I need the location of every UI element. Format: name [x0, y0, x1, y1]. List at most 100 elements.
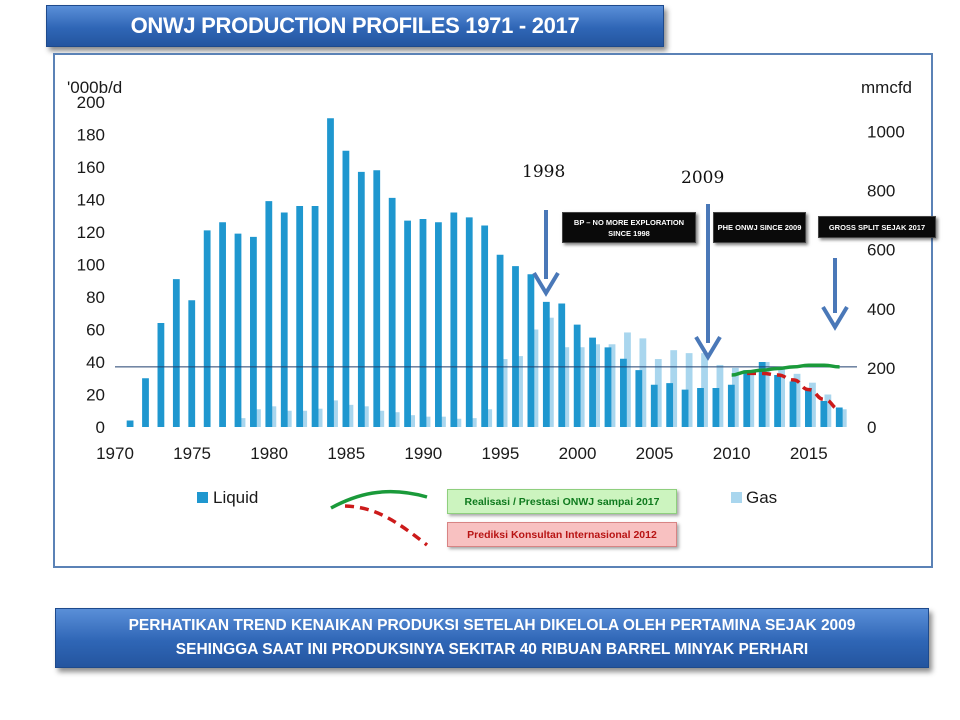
gas-bar	[747, 370, 755, 427]
right-tick-label: 800	[867, 182, 895, 201]
liquid-bar	[450, 212, 458, 427]
legend-gas-swatch	[731, 492, 742, 503]
gas-bar	[254, 409, 261, 427]
liquid-bar	[265, 201, 273, 427]
page-title: ONWJ PRODUCTION PROFILES 1971 - 2017	[46, 5, 664, 47]
right-tick-label: 1000	[867, 123, 905, 142]
x-tick-label: 1975	[173, 444, 211, 463]
left-tick-label: 0	[96, 418, 105, 437]
gas-bar	[762, 362, 770, 427]
gas-bar	[809, 382, 816, 427]
left-tick-label: 20	[86, 386, 105, 405]
gas-bar	[839, 409, 847, 427]
arrow-1998-head	[532, 271, 560, 297]
realisasi-line	[731, 363, 840, 377]
gas-bar	[793, 373, 801, 427]
left-tick-label: 200	[77, 93, 105, 112]
gas-bar	[315, 408, 323, 427]
liquid-bar	[357, 171, 365, 427]
bottom-banner-line-2: SEHINGGA SAAT INI PRODUKSINYA SEKITAR 40…	[175, 641, 809, 658]
liquid-bar	[820, 401, 828, 427]
liquid-bar	[419, 219, 427, 427]
gas-bar	[562, 347, 570, 427]
x-tick-label: 1985	[327, 444, 365, 463]
legend-prediksi: Prediksi Konsultan Internasional 2012	[447, 522, 677, 547]
legend-liquid-label: Liquid	[213, 488, 258, 507]
gas-bar	[269, 406, 277, 427]
liquid-bar	[142, 378, 149, 427]
liquid-bar	[280, 212, 288, 427]
liquid-bar	[558, 303, 566, 427]
legend-realisasi: Realisasi / Prestasi ONWJ sampai 2017	[447, 489, 677, 514]
x-tick-label: 2010	[713, 444, 751, 463]
gas-bar	[516, 356, 523, 427]
x-tick-label: 1970	[96, 444, 134, 463]
liquid-bar	[327, 118, 334, 427]
liquid-bar	[743, 370, 751, 427]
x-tick-label: 2005	[636, 444, 674, 463]
liquid-bar	[188, 300, 196, 427]
right-tick-label: 0	[867, 418, 876, 437]
liquid-bar	[635, 370, 643, 427]
left-axis-label: '000b/d	[67, 78, 122, 97]
liquid-bar	[203, 230, 211, 427]
liquid-bar	[620, 358, 627, 427]
annotation-phe-onwj: PHE ONWJ SINCE 2009	[713, 212, 806, 243]
gas-bar	[824, 394, 832, 427]
gas-bar	[423, 416, 431, 427]
liquid-bar	[527, 274, 535, 427]
liquid-bar	[681, 389, 689, 427]
liquid-bar	[542, 301, 550, 427]
liquid-bar	[435, 222, 442, 427]
liquid-bar	[496, 254, 504, 427]
liquid-bar	[311, 206, 319, 427]
liquid-bar	[573, 324, 581, 427]
left-tick-label: 180	[77, 126, 105, 145]
gas-bar	[670, 350, 678, 427]
gas-bar	[485, 409, 493, 427]
gas-bar	[361, 406, 369, 427]
gas-bar	[346, 404, 354, 427]
right-tick-label: 600	[867, 241, 895, 260]
liquid-bar	[835, 407, 843, 427]
gas-bar	[284, 410, 292, 427]
liquid-bar	[234, 233, 242, 427]
right-tick-label: 400	[867, 300, 895, 319]
gas-bar	[731, 367, 739, 427]
liquid-bar	[250, 236, 257, 427]
gas-bar	[577, 347, 585, 427]
liquid-bar	[481, 225, 489, 427]
annotation-bp-no-exploration: BP – NO MORE EXPLORATION SINCE 1998	[562, 212, 696, 243]
left-tick-label: 80	[86, 288, 105, 307]
left-tick-label: 40	[86, 353, 105, 372]
liquid-bar	[666, 383, 674, 427]
liquid-bar	[650, 384, 658, 427]
liquid-bar	[126, 420, 134, 427]
gas-bar	[392, 412, 400, 427]
left-tick-label: 160	[77, 158, 105, 177]
liquid-bar	[219, 222, 226, 427]
liquid-bar	[789, 381, 797, 427]
gas-bar	[624, 332, 631, 427]
liquid-bar	[388, 197, 396, 427]
right-tick-label: 200	[867, 359, 895, 378]
gas-bar	[778, 367, 786, 427]
liquid-bar	[589, 337, 596, 427]
gas-bar	[469, 418, 477, 427]
gas-bar	[546, 317, 554, 427]
gas-bar	[500, 359, 508, 427]
liquid-bar	[296, 206, 304, 427]
left-tick-label: 120	[77, 223, 105, 242]
left-tick-label: 100	[77, 256, 105, 275]
liquid-bar	[373, 170, 381, 427]
legend-gas-label: Gas	[746, 488, 777, 507]
liquid-bar	[512, 266, 519, 427]
gas-bar	[685, 353, 693, 427]
liquid-bar	[805, 388, 812, 427]
liquid-bar	[712, 388, 720, 427]
liquid-bar	[604, 347, 612, 427]
liquid-bar	[404, 220, 411, 427]
gas-bar	[408, 415, 416, 427]
gas-bar	[331, 400, 338, 427]
liquid-bar	[727, 384, 735, 427]
